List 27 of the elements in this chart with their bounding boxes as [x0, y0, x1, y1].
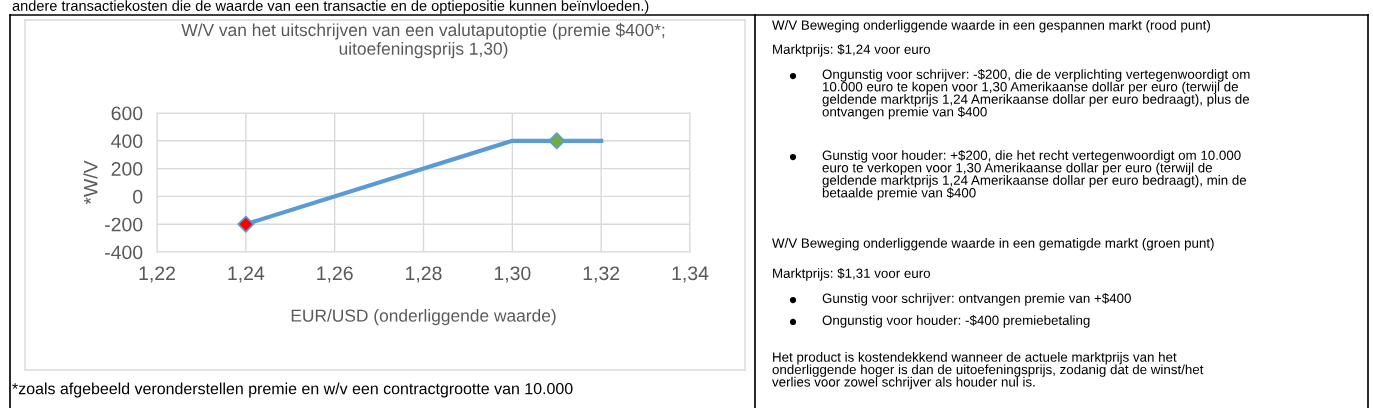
text: andere transactiekosten die de waarde van een transactie en de optiepositie kunnen beïnvloeden.) [12, 0, 649, 14]
y-tick-label: 0 [133, 189, 143, 204]
y-tick-label: 400 [111, 134, 143, 149]
chart-title: W/V van het uitschrijven van een valutaputoptie (premie $400*; uitoefeningsprijs 1,30) [181, 23, 665, 59]
x-tick-label: 1,30 [494, 266, 531, 283]
x-tick-label: 1,26 [317, 266, 353, 283]
text: Ongunstig voor houder: -$400 premiebetaling [822, 315, 1090, 328]
x-tick-label: 1,22 [139, 266, 175, 283]
x-tick-label: 1,24 [228, 266, 265, 283]
x-tick-label: 1,32 [583, 266, 620, 283]
text: Gunstig voor schrijver: ontvangen premie van +$400 [822, 293, 1131, 306]
text: Gunstig voor houder: +$200, die het recht vertegenwoordigt om 10.000 euro te verkopen voor 1,30 Amerikaanse dollar per euro (terwijl de geldende marktprijs 1,24 Amerikaanse dollar per euro bedraagt), min de betaalde premie van $400 [822, 150, 1247, 201]
x-tick-label: 1,34 [672, 266, 709, 283]
text: W/V Beweging onderliggende waarde in een gespannen markt (rood punt) [772, 20, 1210, 33]
text: Het product is kostendekkend wanneer de actuele marktprijs van het onderliggende hoger is dan de uitoefeningsprijs, zodanig dat de winst/het verlies voor zowel schrijver als houder nul is. [772, 352, 1204, 390]
text: *zoals afgebeeld veronderstellen premie en w/v een contractgrootte van 10.000 [12, 382, 573, 398]
text: Marktprijs: $1,31 voor euro [773, 268, 931, 281]
y-tick-label: 600 [111, 106, 143, 121]
y-axis-title: *W/V [83, 160, 98, 205]
y-tick-label: -200 [105, 217, 143, 232]
y-tick-label: 200 [111, 162, 143, 176]
text: W/V Beweging onderliggende waarde in een gematigde markt (groen punt) [772, 238, 1214, 251]
text: Ongunstig voor schrijver: -$200, die de verplichting vertegenwoordigt om 10.000 euro te kopen voor 1,30 Amerikaanse dollar per euro (terwijl de geldende marktprijs 1,24 Amerikaanse dollar per euro bedraagt), plus de ontvangen premie van $400 [822, 69, 1250, 120]
y-tick-label: -400 [105, 245, 143, 260]
x-axis-title: EUR/USD (onderliggende waarde) [291, 309, 556, 326]
text: Marktprijs: $1,24 voor euro [773, 44, 931, 57]
x-tick-label: 1,28 [406, 266, 442, 283]
